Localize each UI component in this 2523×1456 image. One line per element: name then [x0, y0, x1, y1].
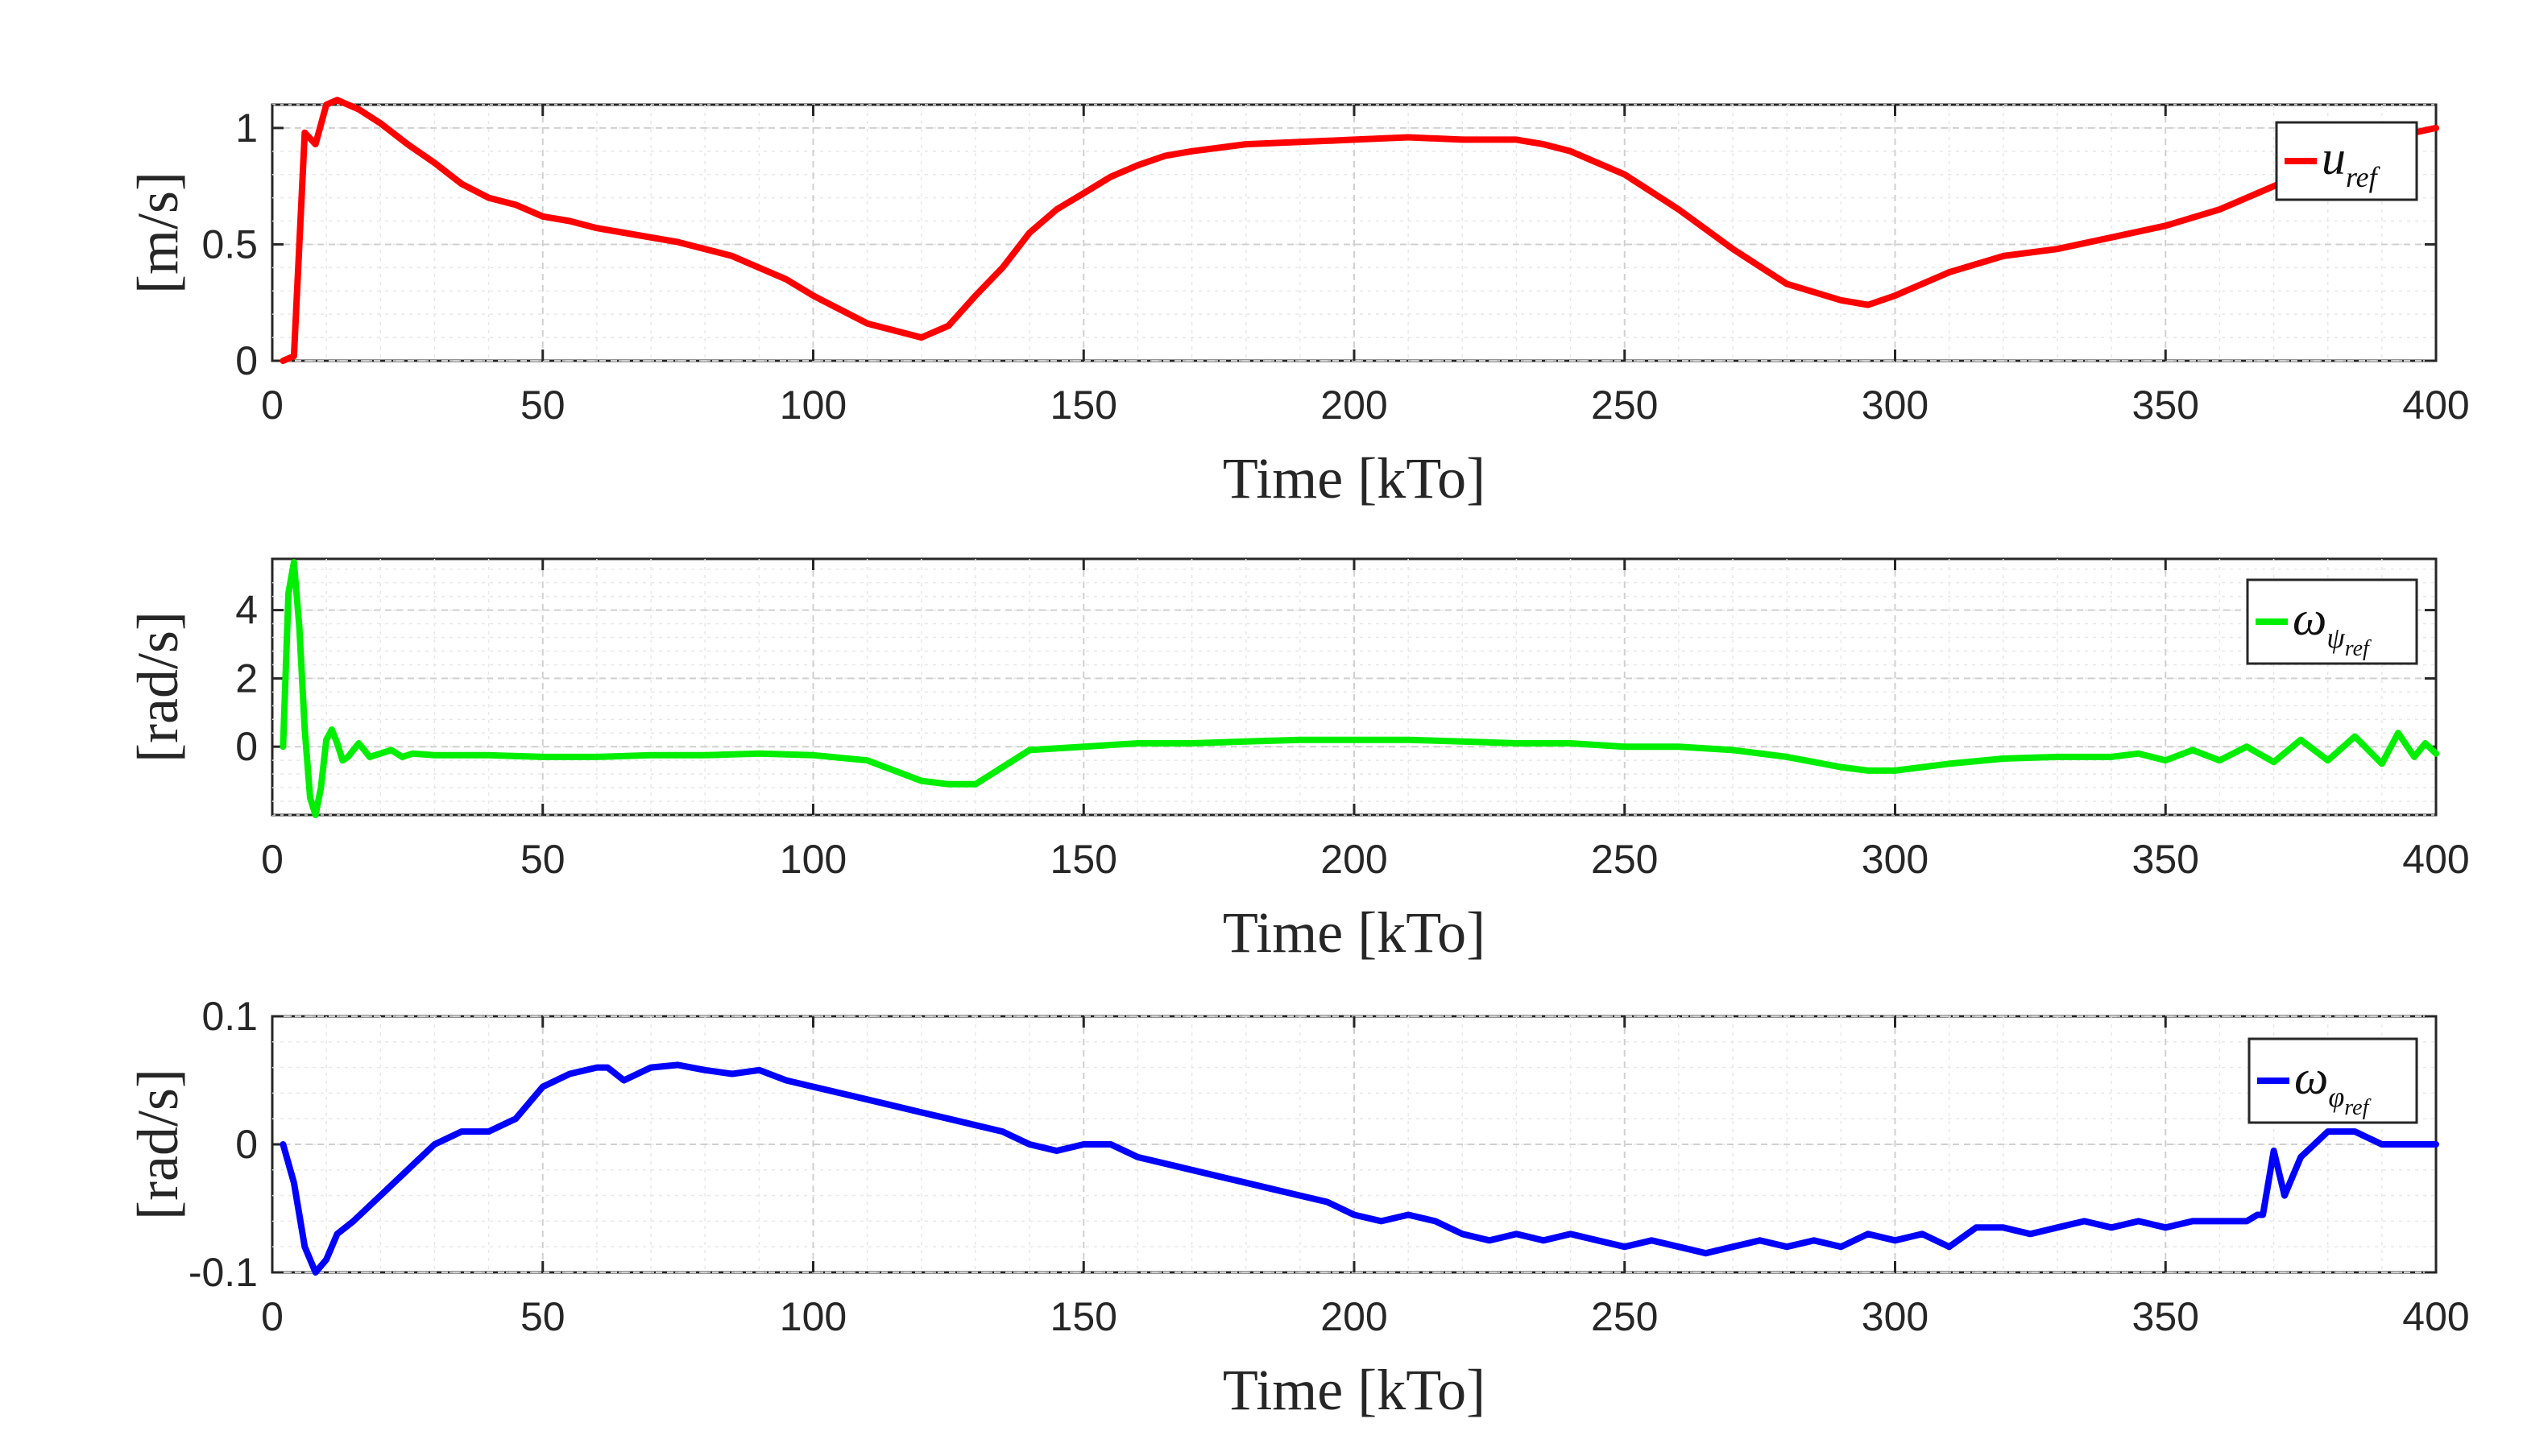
y-tick-label: 0.5	[201, 221, 258, 267]
panel-omega-psi-ref: 0 50 100 150 200 250 300 350 400 0 2 4 Time [kTo] […	[126, 557, 2470, 965]
legend-subscript: ref	[2346, 161, 2381, 193]
x-tick-label: 200	[1320, 1294, 1387, 1339]
legend-subscript: ψ	[2326, 622, 2345, 654]
x-tick-label: 100	[780, 1294, 847, 1339]
legend: uref	[2275, 121, 2418, 201]
ticks: 0 50 100 150 200 250 300 350 400 0 0.5 1	[201, 105, 2470, 428]
x-axis-label: Time [kTo]	[1223, 900, 1485, 965]
x-tick-label: 100	[780, 837, 847, 882]
y-tick-label: 0	[235, 724, 258, 769]
series-group	[280, 559, 2439, 818]
x-tick-label: 150	[1050, 383, 1117, 428]
x-tick-label: 150	[1050, 1294, 1117, 1339]
x-tick-label: 400	[2402, 837, 2469, 882]
x-tick-label: 400	[2402, 383, 2469, 428]
series-group	[280, 97, 2439, 364]
x-tick-label: 350	[2132, 1294, 2199, 1339]
ticks: 0 50 100 150 200 250 300 350 400 0 2 4	[235, 559, 2470, 882]
series-line-omega_phi_ref	[280, 1061, 2439, 1276]
legend-label: uref	[2322, 131, 2381, 193]
x-tick-label: 0	[261, 383, 284, 428]
y-tick-label: 0	[235, 1122, 258, 1167]
x-tick-label: 50	[520, 383, 566, 428]
y-tick-label: 1	[235, 105, 258, 151]
legend-subsubscript: ref	[2345, 636, 2372, 661]
legend-label: ωφref	[2294, 1051, 2372, 1120]
panel-u-ref: 0 50 100 150 200 250 300 350 400 0 0.5 1 Time [kTo]…	[126, 97, 2470, 511]
series-line-omega_psi_ref	[280, 559, 2439, 818]
x-tick-label: 300	[1862, 837, 1928, 882]
series-line-u_ref	[280, 97, 2439, 364]
x-axis-label: Time [kTo]	[1223, 446, 1485, 511]
legend-subsubscript: ref	[2344, 1095, 2371, 1120]
y-tick-label: 2	[235, 656, 258, 701]
x-tick-label: 250	[1591, 383, 1658, 428]
x-tick-label: 350	[2132, 383, 2199, 428]
x-tick-label: 300	[1862, 1294, 1928, 1339]
legend-box	[2248, 1037, 2418, 1124]
x-tick-label: 300	[1862, 383, 1928, 428]
x-tick-label: 150	[1050, 837, 1117, 882]
y-axis-label: [m/s]	[126, 172, 190, 294]
grid	[272, 104, 2436, 362]
y-axis-label: [rad/s]	[126, 1069, 190, 1220]
x-tick-label: 0	[261, 1294, 284, 1339]
y-tick-label: 0.1	[201, 994, 258, 1039]
legend: ωψref	[2246, 578, 2418, 665]
x-tick-label: 50	[520, 1294, 566, 1339]
legend-symbol: ω	[2293, 592, 2326, 645]
legend-label: ωψref	[2293, 592, 2372, 661]
x-tick-label: 400	[2402, 1294, 2469, 1339]
legend-subscript: φ	[2328, 1081, 2344, 1113]
y-tick-label: 4	[235, 588, 258, 633]
x-tick-label: 250	[1591, 837, 1658, 882]
x-tick-label: 50	[520, 837, 566, 882]
y-tick-label: 0	[235, 338, 258, 383]
x-tick-label: 100	[780, 383, 847, 428]
panel-omega-phi-ref: 0 50 100 150 200 250 300 350 400-0.100.1 Time [k…	[126, 994, 2470, 1422]
legend-symbol: ω	[2294, 1051, 2328, 1104]
legend-symbol: u	[2322, 131, 2346, 184]
series-group	[280, 1061, 2439, 1276]
x-tick-label: 200	[1320, 837, 1387, 882]
y-tick-label: -0.1	[188, 1250, 258, 1295]
x-tick-label: 200	[1320, 383, 1387, 428]
ticks: 0 50 100 150 200 250 300 350 400-0.100.1	[188, 994, 2470, 1339]
x-axis-label: Time [kTo]	[1223, 1358, 1485, 1422]
x-tick-label: 0	[261, 837, 284, 882]
y-axis-label: [rad/s]	[126, 611, 190, 763]
x-tick-label: 350	[2132, 837, 2199, 882]
legend: ωφref	[2248, 1037, 2418, 1124]
x-tick-label: 250	[1591, 1294, 1658, 1339]
